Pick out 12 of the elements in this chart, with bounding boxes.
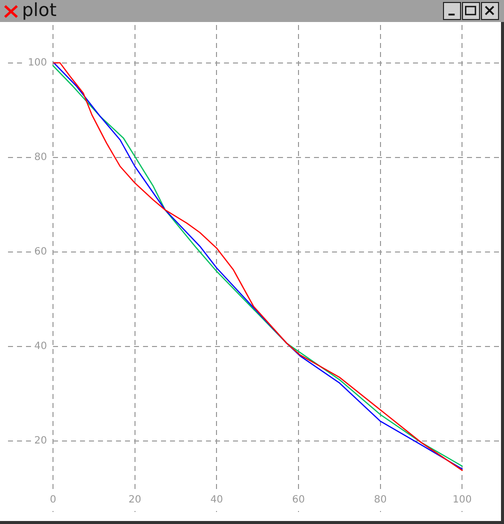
x-tick-label: 100 (452, 494, 472, 506)
x-tick-label: 60 (292, 494, 305, 506)
y-tick-label: 40 (34, 341, 47, 352)
y-tick-label: 80 (34, 152, 47, 163)
chart-title: plot (22, 0, 56, 22)
x-tick-label: 80 (374, 494, 387, 506)
x-tick-label: 20 (128, 494, 142, 506)
x-tick-label: 0 (50, 494, 56, 506)
x-tick-label: 40 (210, 494, 224, 506)
y-tick-label: 100 (28, 57, 47, 68)
y-tick-label: 60 (34, 246, 47, 258)
y-tick-label: 20 (34, 436, 47, 447)
